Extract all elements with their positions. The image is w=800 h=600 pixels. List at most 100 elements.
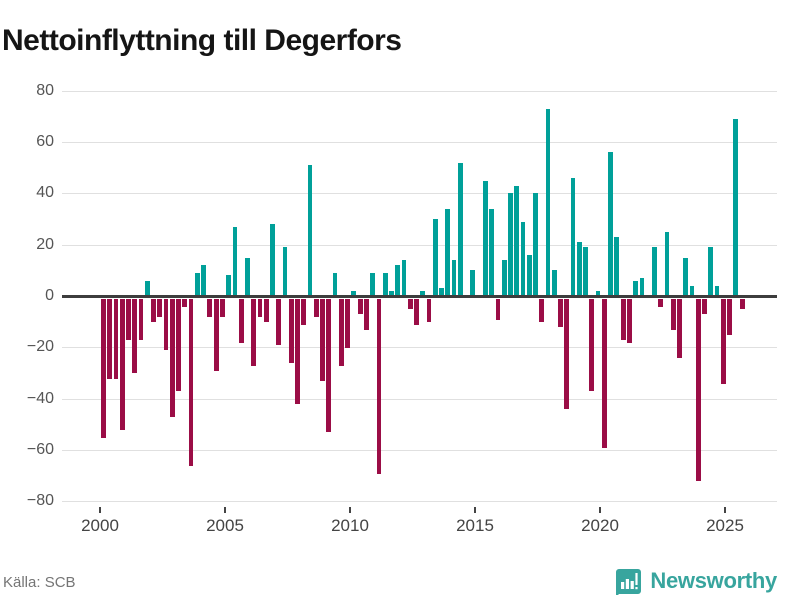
bar-2020-Q1[interactable] <box>601 299 607 448</box>
bar-2022-Q4[interactable] <box>670 299 676 330</box>
bar-2000-Q4[interactable] <box>119 299 125 430</box>
bar-2014-Q2[interactable] <box>457 162 463 296</box>
bar-2006-Q1[interactable] <box>251 299 257 366</box>
bar-2013-Q1[interactable] <box>426 299 432 323</box>
bar-2016-Q1[interactable] <box>501 260 507 296</box>
bar-2023-Q1[interactable] <box>677 299 682 359</box>
bar-2007-Q3[interactable] <box>288 299 294 364</box>
bar-2024-Q4[interactable] <box>720 299 726 384</box>
bar-2018-Q1[interactable] <box>551 270 557 296</box>
bar-2022-Q1[interactable] <box>652 247 657 296</box>
bar-2007-Q2[interactable] <box>282 247 288 296</box>
bar-2010-Q1[interactable] <box>351 290 357 296</box>
bar-2010-Q2[interactable] <box>357 299 363 315</box>
bar-2023-Q3[interactable] <box>689 285 695 296</box>
bar-2005-Q3[interactable] <box>238 299 244 343</box>
bar-2018-Q4[interactable] <box>570 177 576 296</box>
bar-2000-Q3[interactable] <box>113 299 119 379</box>
bar-2025-Q2[interactable] <box>733 118 739 296</box>
bar-2001-Q2[interactable] <box>132 299 138 374</box>
bar-2016-Q4[interactable] <box>520 221 526 296</box>
bar-2009-Q4[interactable] <box>345 299 350 348</box>
bar-2012-Q3[interactable] <box>414 299 419 325</box>
bar-2002-Q3[interactable] <box>163 299 169 351</box>
bar-2023-Q2[interactable] <box>683 257 689 296</box>
bar-2008-Q2[interactable] <box>307 165 313 296</box>
bar-2021-Q2[interactable] <box>633 280 639 296</box>
bar-2001-Q1[interactable] <box>126 299 131 341</box>
bar-2000-Q1[interactable] <box>101 299 106 438</box>
bar-2019-Q1[interactable] <box>576 242 582 296</box>
bar-2021-Q3[interactable] <box>639 278 645 296</box>
bar-2012-Q4[interactable] <box>420 290 426 296</box>
bar-2006-Q2[interactable] <box>257 299 263 317</box>
bar-2009-Q3[interactable] <box>338 299 344 366</box>
bar-2011-Q3[interactable] <box>389 290 394 296</box>
bar-2001-Q3[interactable] <box>138 299 144 341</box>
bar-2020-Q3[interactable] <box>614 236 620 296</box>
bar-2002-Q1[interactable] <box>151 299 156 323</box>
bar-2016-Q2[interactable] <box>508 193 513 296</box>
bar-2019-Q2[interactable] <box>583 247 588 296</box>
bar-2022-Q3[interactable] <box>664 231 670 296</box>
bar-2016-Q3[interactable] <box>514 185 520 296</box>
newsworthy-logo[interactable]: Newsworthy <box>615 566 777 597</box>
bar-2004-Q4[interactable] <box>219 299 225 317</box>
bar-2017-Q4[interactable] <box>545 108 551 296</box>
bar-2006-Q4[interactable] <box>270 224 275 296</box>
bar-2021-Q1[interactable] <box>627 299 632 343</box>
bar-2009-Q2[interactable] <box>332 272 338 296</box>
bar-2005-Q4[interactable] <box>245 257 250 296</box>
bar-2008-Q1[interactable] <box>301 299 307 325</box>
bar-2008-Q3[interactable] <box>313 299 319 317</box>
bar-2015-Q4[interactable] <box>495 299 501 320</box>
bar-2015-Q2[interactable] <box>482 180 488 296</box>
bar-2024-Q1[interactable] <box>702 299 707 315</box>
bar-2018-Q3[interactable] <box>564 299 570 410</box>
bar-2006-Q3[interactable] <box>263 299 269 323</box>
bar-2014-Q1[interactable] <box>451 260 457 296</box>
bar-2017-Q1[interactable] <box>526 254 532 296</box>
bar-2025-Q3[interactable] <box>739 299 745 310</box>
bar-2010-Q3[interactable] <box>364 299 369 330</box>
bar-2013-Q3[interactable] <box>439 288 444 296</box>
bar-2003-Q1[interactable] <box>176 299 181 392</box>
bar-2004-Q1[interactable] <box>201 265 206 296</box>
bar-2015-Q3[interactable] <box>489 208 495 296</box>
bar-2020-Q4[interactable] <box>620 299 626 341</box>
bar-2002-Q4[interactable] <box>169 299 175 418</box>
bar-2001-Q4[interactable] <box>144 280 150 296</box>
bar-2011-Q4[interactable] <box>395 265 401 296</box>
bar-2024-Q2[interactable] <box>708 247 714 296</box>
bar-2011-Q1[interactable] <box>376 299 382 474</box>
bar-2000-Q2[interactable] <box>107 299 113 379</box>
bar-2008-Q4[interactable] <box>320 299 325 382</box>
bar-2012-Q1[interactable] <box>401 260 407 296</box>
bar-2011-Q2[interactable] <box>382 272 388 296</box>
bar-2007-Q4[interactable] <box>295 299 300 405</box>
bar-2003-Q3[interactable] <box>188 299 194 466</box>
bar-2017-Q2[interactable] <box>533 193 538 296</box>
bar-2005-Q1[interactable] <box>226 275 232 296</box>
bar-2018-Q2[interactable] <box>558 299 563 328</box>
bar-2003-Q4[interactable] <box>194 272 200 296</box>
bar-2017-Q3[interactable] <box>539 299 545 323</box>
bar-2022-Q2[interactable] <box>658 299 664 307</box>
bar-2023-Q4[interactable] <box>695 299 701 482</box>
bar-2007-Q1[interactable] <box>276 299 282 346</box>
bar-2012-Q2[interactable] <box>407 299 413 310</box>
bar-2009-Q1[interactable] <box>326 299 332 433</box>
bar-2004-Q2[interactable] <box>207 299 213 317</box>
bar-2013-Q2[interactable] <box>432 219 438 296</box>
bar-2020-Q2[interactable] <box>608 152 614 296</box>
bar-2002-Q2[interactable] <box>157 299 163 317</box>
bar-2019-Q4[interactable] <box>595 290 601 296</box>
bar-2004-Q3[interactable] <box>213 299 219 371</box>
bar-2024-Q3[interactable] <box>714 285 720 296</box>
bar-2013-Q4[interactable] <box>445 208 451 296</box>
bar-2019-Q3[interactable] <box>589 299 595 392</box>
bar-2025-Q1[interactable] <box>727 299 732 335</box>
bar-2003-Q2[interactable] <box>182 299 188 307</box>
bar-2005-Q2[interactable] <box>232 226 238 296</box>
bar-2014-Q4[interactable] <box>470 270 476 296</box>
